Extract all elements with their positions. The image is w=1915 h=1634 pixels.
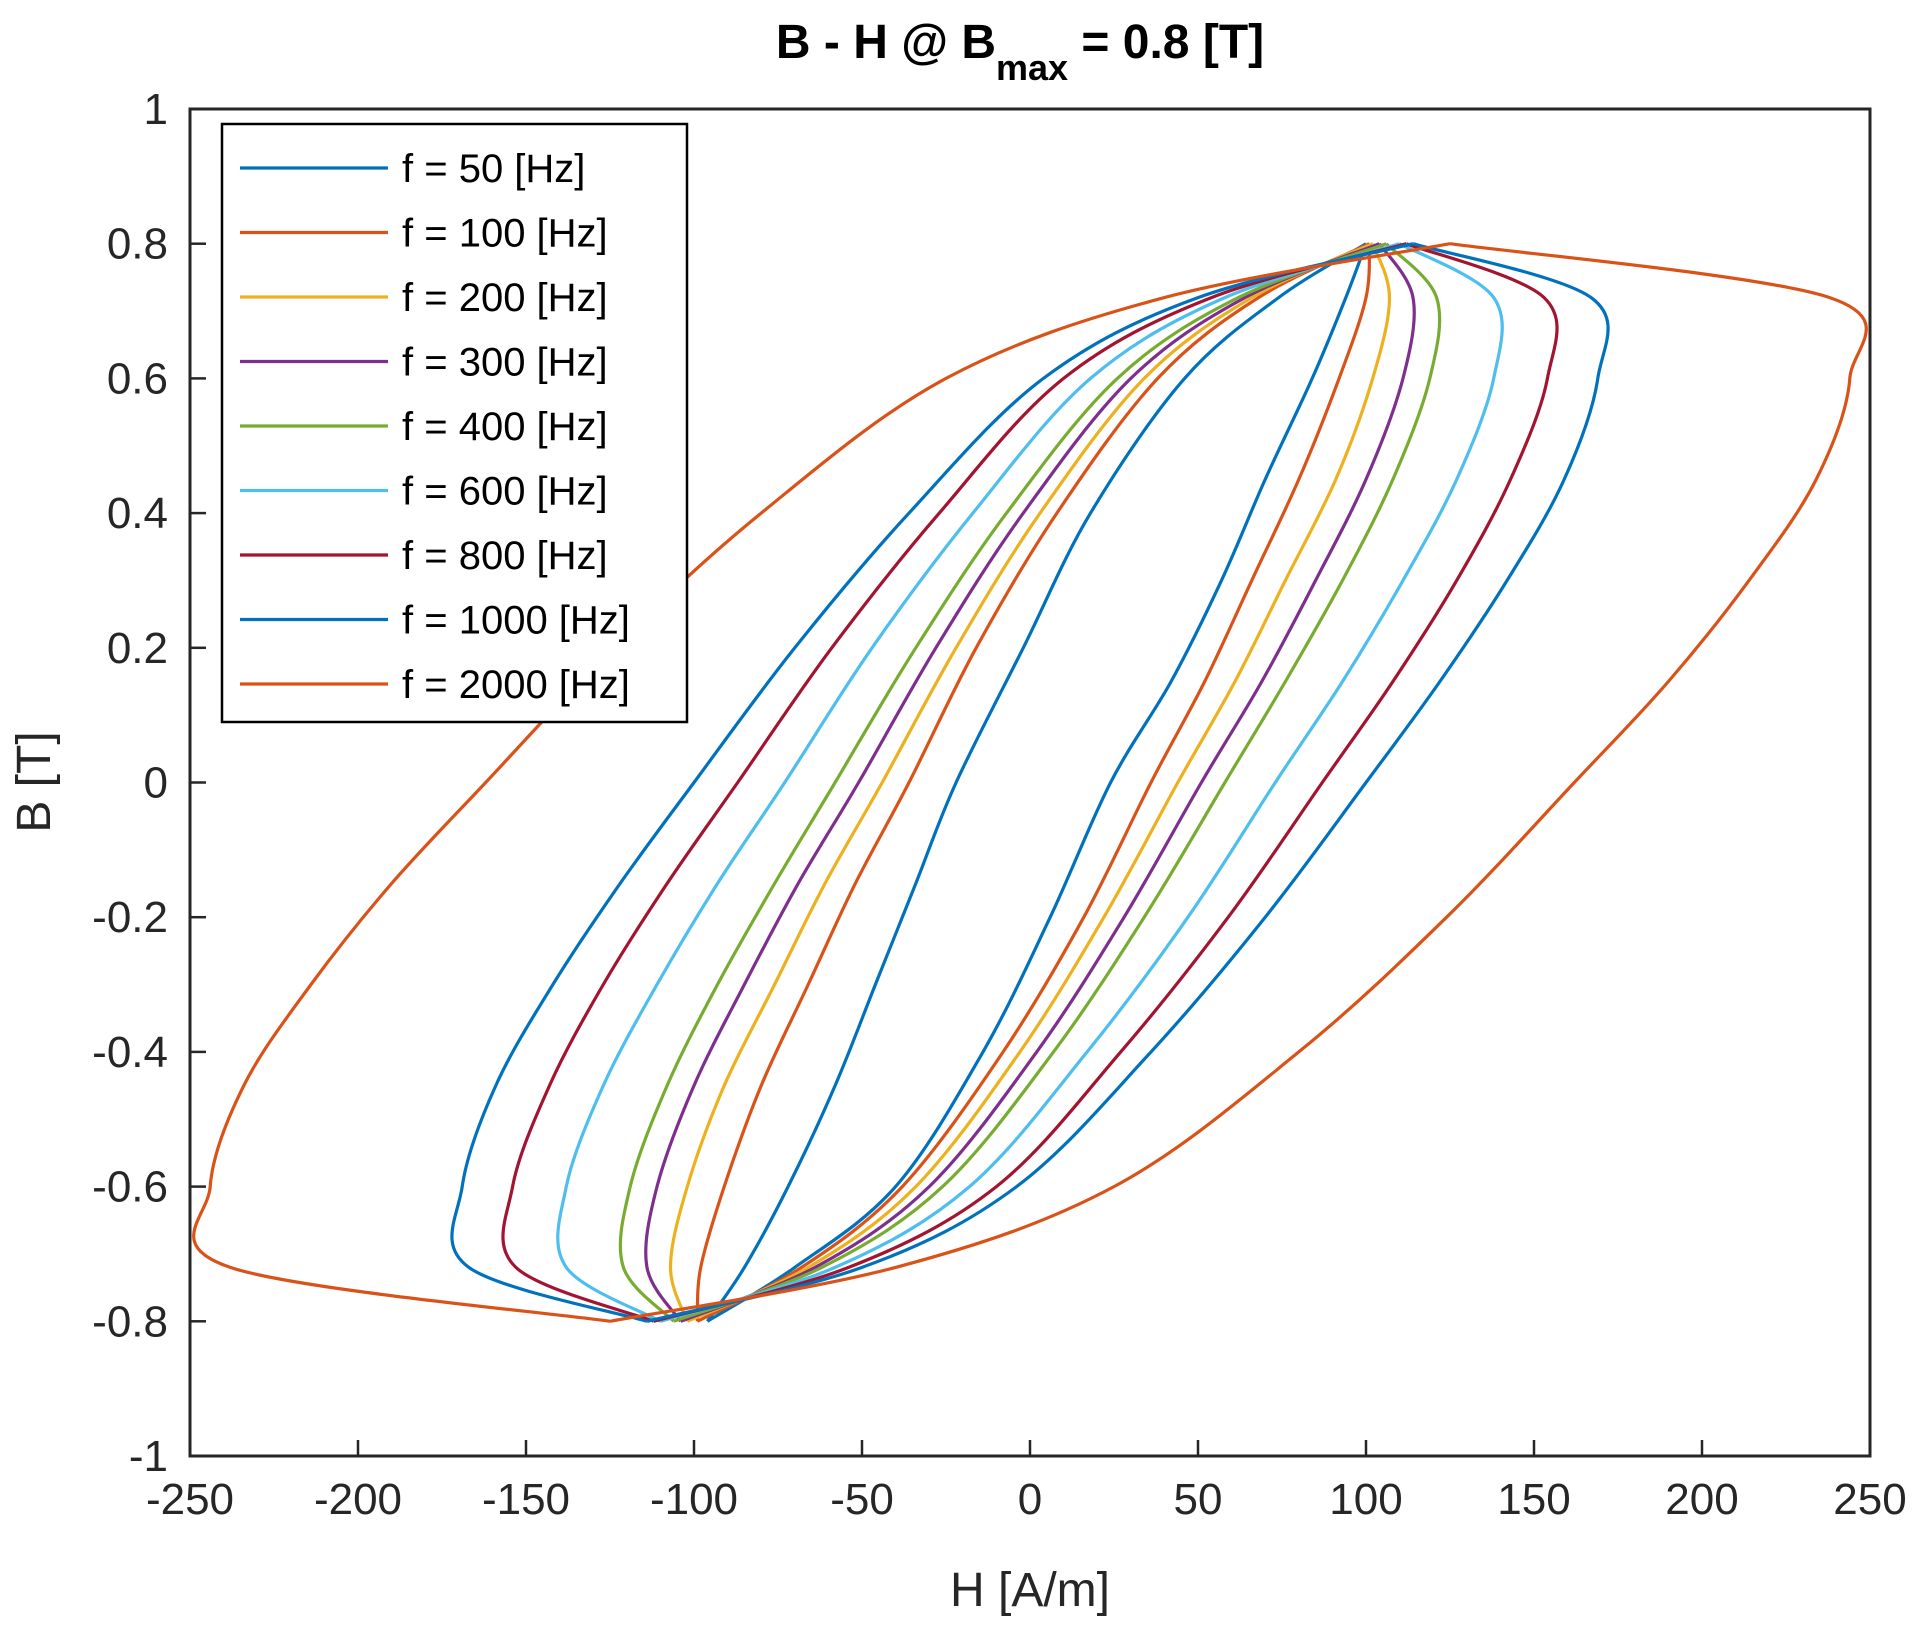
- legend-label-0: f = 50 [Hz]: [402, 147, 585, 191]
- series-4-descending-branch: [673, 242, 1442, 1323]
- x-tick-label: -200: [314, 1475, 402, 1524]
- x-axis-label: H [A/m]: [950, 1564, 1110, 1617]
- x-tick-label: 150: [1497, 1475, 1570, 1524]
- x-tick-label: 100: [1329, 1475, 1402, 1524]
- legend-entry-0: f = 50 [Hz]: [240, 147, 585, 191]
- series-layer: [192, 242, 1868, 1323]
- legend-label-4: f = 400 [Hz]: [402, 405, 608, 449]
- y-tick-label: 0.8: [107, 220, 168, 269]
- y-axis-label: B [T]: [8, 731, 61, 832]
- y-tick-label: -1: [129, 1432, 168, 1481]
- series-5-descending-branch: [659, 242, 1504, 1323]
- series-2-loop: [668, 242, 1392, 1323]
- series-7-ascending-branch: [450, 242, 1414, 1323]
- x-tick-label: 50: [1174, 1475, 1223, 1524]
- chart-title-subscript: max: [996, 47, 1068, 88]
- legend-entry-4: f = 400 [Hz]: [240, 405, 608, 449]
- series-5-loop: [556, 242, 1504, 1323]
- y-tick-label: 1: [144, 85, 168, 134]
- legend-items: f = 50 [Hz] f = 100 [Hz] f = 200 [Hz] f = 3…: [240, 147, 630, 707]
- y-tick-label: -0.6: [92, 1163, 168, 1212]
- series-6-descending-branch: [653, 242, 1559, 1323]
- legend-entry-8: f = 2000 [Hz]: [240, 663, 630, 707]
- series-4-ascending-branch: [618, 242, 1387, 1323]
- y-tick-layer: -1 -0.8 -0.6 -0.4 -0.2 0 0.2 0.4 0.6 0.8 1: [92, 85, 206, 1481]
- plot-area: -250 -200 -150 -100 -50 0 50 100 150 200 250 -1 -0.…: [92, 85, 1907, 1524]
- x-tick-label: -50: [830, 1475, 894, 1524]
- series-0-descending-branch: [706, 243, 1368, 1323]
- x-tick-layer: -250 -200 -150 -100 -50 0 50 100 150 200 250: [146, 1440, 1907, 1524]
- chart-title: B - H @ Bmax = 0.8 [T]: [776, 16, 1264, 88]
- legend-label-7: f = 1000 [Hz]: [402, 599, 630, 643]
- y-tick-label: -0.8: [92, 1297, 168, 1346]
- series-8-ascending-branch: [192, 242, 1451, 1323]
- y-tick-label: -0.2: [92, 893, 168, 942]
- series-8-descending-branch: [609, 242, 1868, 1323]
- x-tick-label: 200: [1665, 1475, 1738, 1524]
- y-tick-label: 0.2: [107, 624, 168, 673]
- x-tick-label: -250: [146, 1475, 234, 1524]
- series-1-ascending-branch: [695, 242, 1371, 1322]
- series-5-ascending-branch: [556, 242, 1401, 1323]
- y-tick-label: -0.4: [92, 1028, 168, 1077]
- series-3-loop: [644, 242, 1416, 1323]
- series-4-loop: [618, 242, 1442, 1323]
- legend-label-1: f = 100 [Hz]: [402, 212, 608, 256]
- series-3-ascending-branch: [644, 242, 1380, 1323]
- legend: f = 50 [Hz] f = 100 [Hz] f = 200 [Hz] f = 3…: [220, 122, 689, 724]
- series-7-descending-branch: [646, 242, 1610, 1323]
- y-tick-label: 0.6: [107, 354, 168, 403]
- chart-title-suffix: = 0.8 [T]: [1068, 16, 1264, 69]
- series-3-descending-branch: [680, 242, 1416, 1323]
- series-0-ascending-branch: [706, 242, 1367, 1323]
- x-tick-label: -150: [482, 1475, 570, 1524]
- legend-label-8: f = 2000 [Hz]: [402, 663, 630, 707]
- series-2-ascending-branch: [668, 242, 1374, 1322]
- legend-entry-6: f = 800 [Hz]: [240, 534, 608, 578]
- legend-entry-5: f = 600 [Hz]: [240, 470, 608, 514]
- legend-box: [220, 122, 689, 724]
- legend-label-2: f = 200 [Hz]: [402, 276, 608, 320]
- legend-label-3: f = 300 [Hz]: [402, 341, 608, 385]
- legend-label-6: f = 800 [Hz]: [402, 534, 608, 578]
- series-2-descending-branch: [686, 243, 1392, 1323]
- series-7-loop: [450, 242, 1610, 1323]
- y-tick-label: 0.4: [107, 489, 168, 538]
- series-1-loop: [695, 242, 1371, 1323]
- legend-entry-3: f = 300 [Hz]: [240, 341, 608, 385]
- x-tick-label: -100: [650, 1475, 738, 1524]
- chart-title-main: B - H @ B: [776, 16, 996, 69]
- series-1-descending-branch: [696, 243, 1371, 1323]
- series-8-loop: [192, 242, 1868, 1323]
- x-tick-label: 0: [1018, 1475, 1042, 1524]
- legend-entry-2: f = 200 [Hz]: [240, 276, 608, 320]
- legend-entry-1: f = 100 [Hz]: [240, 212, 608, 256]
- series-6-loop: [501, 242, 1559, 1323]
- y-tick-label: 0: [144, 759, 168, 808]
- legend-entry-7: f = 1000 [Hz]: [240, 599, 630, 643]
- x-tick-label: 250: [1833, 1475, 1906, 1524]
- legend-label-5: f = 600 [Hz]: [402, 470, 608, 514]
- series-6-ascending-branch: [501, 242, 1407, 1323]
- series-0-loop: [706, 242, 1368, 1323]
